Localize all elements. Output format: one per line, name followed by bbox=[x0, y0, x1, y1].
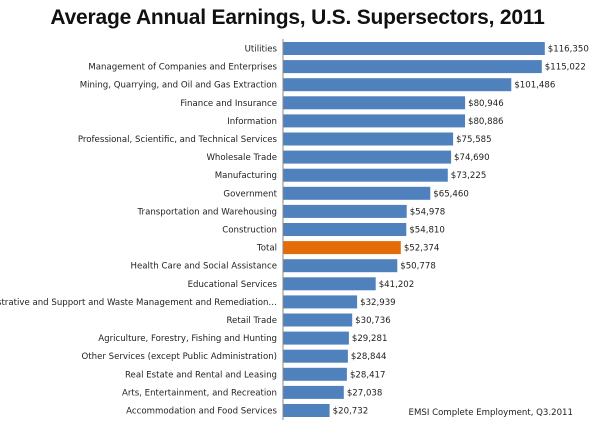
category-label: Transportation and Warehousing bbox=[137, 207, 277, 217]
bar bbox=[283, 259, 398, 273]
value-label: $30,736 bbox=[355, 316, 391, 326]
category-label: Agriculture, Forestry, Fishing and Hunti… bbox=[98, 334, 277, 344]
category-label: Accommodation and Food Services bbox=[126, 407, 277, 417]
bar bbox=[283, 277, 376, 291]
category-label: Professional, Scientific, and Technical … bbox=[78, 135, 278, 145]
bar bbox=[283, 223, 407, 236]
category-label: Utilities bbox=[245, 45, 278, 55]
bar bbox=[283, 132, 454, 146]
value-label: $41,202 bbox=[379, 280, 415, 290]
value-label: $80,886 bbox=[468, 117, 504, 127]
value-label: $80,946 bbox=[468, 99, 504, 109]
bar bbox=[283, 385, 344, 399]
category-label: Construction bbox=[222, 226, 277, 236]
value-label: $29,281 bbox=[352, 334, 388, 344]
category-label: Arts, Entertainment, and Recreation bbox=[122, 388, 277, 398]
bar bbox=[283, 78, 512, 92]
value-label: $115,022 bbox=[545, 63, 586, 73]
bar bbox=[283, 60, 542, 74]
category-label: Management of Companies and Enterprises bbox=[88, 63, 277, 73]
value-label: $28,844 bbox=[351, 352, 387, 362]
bar bbox=[283, 114, 465, 128]
bar bbox=[283, 150, 452, 164]
source-annotation: EMSI Complete Employment, Q3.2011 bbox=[408, 408, 573, 418]
value-label: $101,486 bbox=[514, 81, 555, 91]
value-label: $52,374 bbox=[404, 244, 440, 254]
value-label: $74,690 bbox=[454, 153, 490, 163]
category-label: Real Estate and Rental and Leasing bbox=[125, 370, 277, 380]
category-label: Educational Services bbox=[188, 280, 278, 290]
bar-total-highlight bbox=[283, 241, 401, 255]
bar bbox=[283, 96, 466, 110]
bars-layer: Utilities $116,350 Management of Companies… bbox=[0, 42, 589, 417]
category-label: Manufacturing bbox=[215, 171, 277, 181]
category-label: Total bbox=[256, 244, 277, 254]
category-label: Retail Trade bbox=[226, 316, 277, 326]
category-label: Finance and Insurance bbox=[180, 99, 277, 109]
category-label: Government bbox=[223, 189, 277, 199]
bar bbox=[283, 42, 545, 55]
value-label: $32,939 bbox=[360, 298, 396, 308]
bar bbox=[283, 295, 358, 309]
value-label: $20,732 bbox=[333, 407, 369, 417]
category-label: Mining, Quarrying, and Oil and Gas Extra… bbox=[80, 81, 277, 91]
bar bbox=[283, 404, 330, 417]
bar bbox=[283, 313, 353, 327]
category-label: Wholesale Trade bbox=[206, 153, 277, 163]
value-label: $116,350 bbox=[548, 45, 589, 55]
value-label: $50,778 bbox=[400, 262, 436, 272]
value-label: $28,417 bbox=[350, 370, 386, 380]
bar bbox=[283, 168, 448, 182]
value-label: $27,038 bbox=[347, 388, 383, 398]
category-label: Information bbox=[227, 117, 277, 127]
bar bbox=[283, 331, 349, 345]
bar bbox=[283, 367, 347, 381]
bar bbox=[283, 186, 431, 200]
chart-title: Average Annual Earnings, U.S. Supersecto… bbox=[50, 6, 545, 29]
bar bbox=[283, 204, 407, 218]
category-label: Health Care and Social Assistance bbox=[131, 262, 277, 272]
value-label: $75,585 bbox=[456, 135, 492, 145]
value-label: $54,810 bbox=[409, 226, 445, 236]
value-label: $65,460 bbox=[433, 189, 469, 199]
bar bbox=[283, 349, 348, 363]
category-label: Other Services (except Public Administra… bbox=[82, 352, 278, 362]
category-label: Administrative and Support and Waste Man… bbox=[0, 298, 277, 308]
value-label: $54,978 bbox=[410, 207, 446, 217]
value-label: $73,225 bbox=[451, 171, 487, 181]
